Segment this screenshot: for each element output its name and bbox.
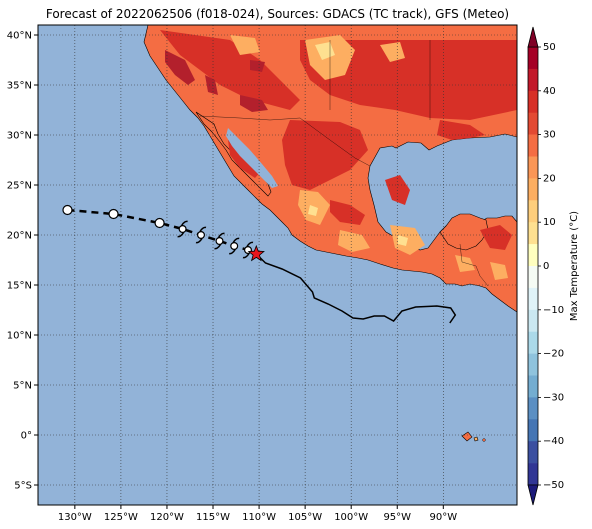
colorbar-over-arrow	[527, 26, 539, 48]
colorbar-band	[528, 68, 538, 92]
track-point-circle	[108, 208, 119, 220]
colorbar-band	[528, 266, 538, 289]
lat-tick-label: 20°N	[7, 231, 32, 242]
colorbar-band	[528, 353, 538, 376]
storm-track	[62, 204, 457, 324]
lon-tick-label: 105°W	[288, 512, 322, 523]
land-temperature-field	[143, 25, 517, 313]
lon-tick-label: 110°W	[242, 512, 276, 523]
tropical-storm-icon	[214, 232, 225, 250]
lat-axis: 40°N 35°N 30°N 25°N 20°N 15°N 10°N 5°N 0° 5°S	[7, 31, 38, 492]
current-position-star	[247, 244, 265, 262]
lon-axis: 130°W 125°W 120°W 115°W 110°W 105°W 100°W 95°W 9…	[58, 505, 457, 523]
colorbar-band	[528, 222, 538, 245]
lat-tick-label: 35°N	[7, 81, 32, 92]
colorbar-tick-label: 10	[543, 217, 556, 228]
lat-tick-label: 5°S	[14, 481, 32, 492]
colorbar-tick-label: −40	[543, 436, 564, 447]
past-track-line	[255, 253, 457, 324]
colorbar-band	[528, 112, 538, 135]
colorbar-band	[528, 397, 538, 420]
lon-tick-label: 115°W	[196, 512, 230, 523]
lat-tick-label: 10°N	[7, 331, 32, 342]
lon-tick-label: 130°W	[58, 512, 92, 523]
lat-tick-label: 30°N	[7, 131, 32, 142]
lat-tick-label: 0°	[21, 431, 32, 442]
lon-tick-label: 90°W	[429, 512, 457, 523]
colorbar-tick-label: −10	[543, 305, 564, 316]
colorbar: 50 40 30 20 10 0 −10 −20 −30 −40 −50 Max Temperatu…	[527, 26, 580, 506]
lon-tick-label: 125°W	[104, 512, 138, 523]
colorbar-band	[528, 47, 538, 70]
colorbar-band	[528, 375, 538, 398]
tropical-storm-icon	[177, 220, 188, 238]
colorbar-under-arrow	[527, 484, 539, 506]
colorbar-label: Max Temperature (°C)	[569, 211, 580, 321]
colorbar-band	[528, 178, 538, 201]
gridlines	[38, 25, 517, 505]
colorbar-tick-label: −30	[543, 392, 564, 403]
tropical-storm-icon	[228, 237, 240, 255]
colorbar-tick-label: 0	[543, 261, 549, 272]
colorbar-band	[528, 134, 538, 157]
colorbar-band	[528, 287, 538, 311]
lon-tick-label: 100°W	[334, 512, 368, 523]
track-point-circle	[62, 204, 73, 216]
colorbar-bands	[527, 46, 539, 486]
tropical-storm-icon	[195, 226, 207, 244]
colorbar-band	[528, 90, 538, 113]
colorbar-band	[528, 156, 538, 179]
colorbar-band	[528, 463, 538, 486]
islands-galapagos	[461, 431, 486, 442]
colorbar-band	[528, 309, 538, 332]
map-frame	[37, 24, 518, 506]
lat-tick-label: 15°N	[7, 281, 32, 292]
borders	[199, 40, 489, 287]
colorbar-band	[528, 419, 538, 442]
colorbar-tick-label: 20	[543, 173, 556, 184]
colorbar-tick-label: −50	[543, 480, 564, 491]
colorbar-ticks: 50 40 30 20 10 0 −10 −20 −30 −40 −50	[538, 42, 564, 491]
colorbar-tick-label: −20	[543, 349, 564, 360]
lat-tick-label: 40°N	[7, 31, 32, 42]
track-point-circle	[154, 217, 165, 229]
colorbar-tick-label: 40	[543, 86, 556, 97]
colorbar-band	[528, 441, 538, 464]
lat-tick-label: 5°N	[13, 381, 32, 392]
colorbar-tick-label: 50	[543, 42, 556, 53]
colorbar-band	[528, 244, 538, 267]
colorbar-tick-label: 30	[543, 130, 556, 141]
colorbar-band	[528, 200, 538, 223]
track-markers	[62, 204, 265, 262]
lat-tick-label: 25°N	[7, 181, 32, 192]
lon-tick-label: 95°W	[383, 512, 411, 523]
map-title: Forecast of 2022062506 (f018-024), Sourc…	[45, 7, 510, 21]
lon-tick-label: 120°W	[150, 512, 184, 523]
land-yucatan	[439, 213, 489, 251]
colorbar-band	[528, 331, 538, 354]
